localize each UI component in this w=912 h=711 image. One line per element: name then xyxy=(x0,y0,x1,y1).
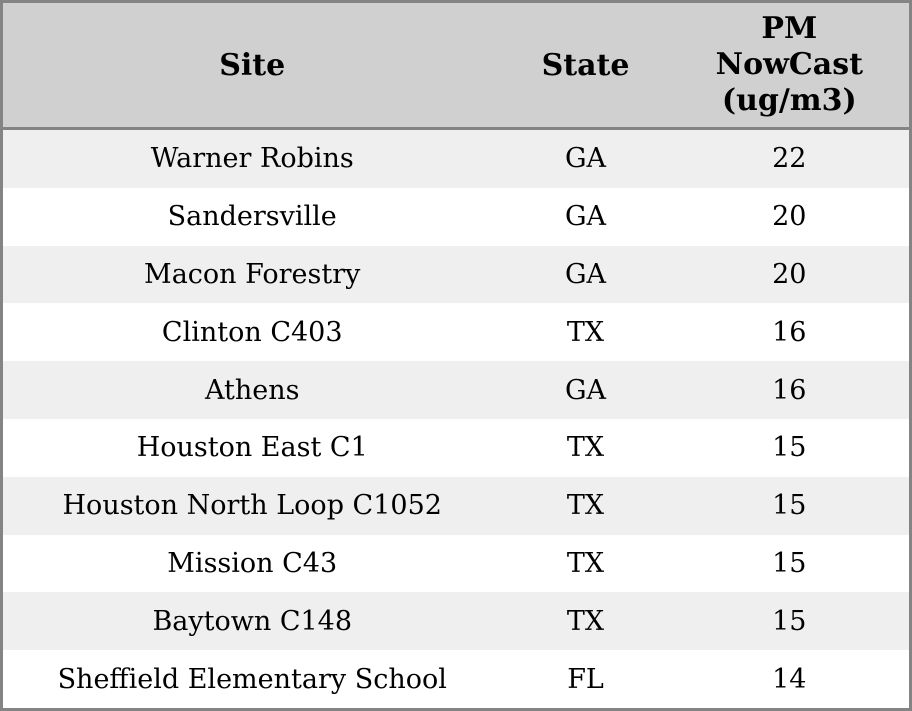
site-cell: Macon Forestry xyxy=(1,245,502,304)
pm-nowcast-header-line-2: NowCast xyxy=(715,47,863,82)
table-body: Warner Robins GA 22 Sandersville GA 20 Macon F… xyxy=(1,128,911,710)
site-cell: Mission C43 xyxy=(1,534,502,593)
state-cell: TX xyxy=(501,592,670,651)
state-cell: TX xyxy=(501,418,670,477)
pm-nowcast-header-line-3: (ug/m3) xyxy=(721,83,857,118)
pm-nowcast-cell: 14 xyxy=(669,650,911,710)
state-cell: TX xyxy=(501,303,670,362)
pm-nowcast-column-header: PM NowCast (ug/m3) xyxy=(669,1,911,130)
table-row: Sandersville GA 20 xyxy=(1,187,911,246)
site-cell: Sandersville xyxy=(1,187,502,246)
state-cell: TX xyxy=(501,534,670,593)
table-row: Mission C43 TX 15 xyxy=(1,534,911,593)
table-header: Site State PM NowCast (ug/m3) xyxy=(1,1,911,130)
state-column-header: State xyxy=(501,1,670,130)
table-row: Baytown C148 TX 15 xyxy=(1,592,911,651)
state-cell: GA xyxy=(501,361,670,419)
state-cell: FL xyxy=(501,650,670,710)
pm-nowcast-cell: 20 xyxy=(669,245,911,304)
site-cell: Clinton C403 xyxy=(1,303,502,362)
site-cell: Warner Robins xyxy=(1,128,502,188)
pm-nowcast-cell: 16 xyxy=(669,361,911,419)
pm-nowcast-cell: 22 xyxy=(669,128,911,188)
table-row: Houston North Loop C1052 TX 15 xyxy=(1,476,911,535)
state-cell: GA xyxy=(501,128,670,188)
pm-nowcast-cell: 16 xyxy=(669,303,911,362)
site-cell: Athens xyxy=(1,361,502,419)
state-cell: GA xyxy=(501,187,670,246)
header-row: Site State PM NowCast (ug/m3) xyxy=(1,1,911,130)
table-row: Warner Robins GA 22 xyxy=(1,128,911,188)
table-row: Clinton C403 TX 16 xyxy=(1,303,911,362)
table-row: Sheffield Elementary School FL 14 xyxy=(1,650,911,710)
pm-nowcast-cell: 20 xyxy=(669,187,911,246)
state-column-header-label: State xyxy=(541,47,630,83)
site-cell: Houston North Loop C1052 xyxy=(1,476,502,535)
site-cell: Sheffield Elementary School xyxy=(1,650,502,710)
state-cell: GA xyxy=(501,245,670,304)
site-cell: Baytown C148 xyxy=(1,592,502,651)
table-row: Houston East C1 TX 15 xyxy=(1,418,911,477)
table-row: Athens GA 16 xyxy=(1,361,911,419)
state-cell: TX xyxy=(501,476,670,535)
site-column-header: Site xyxy=(1,1,502,130)
pm-nowcast-cell: 15 xyxy=(669,534,911,593)
table-row: Macon Forestry GA 20 xyxy=(1,245,911,304)
site-cell: Houston East C1 xyxy=(1,418,502,477)
site-column-header-label: Site xyxy=(219,47,286,83)
pm-nowcast-cell: 15 xyxy=(669,476,911,535)
pm-nowcast-cell: 15 xyxy=(669,592,911,651)
pm-nowcast-cell: 15 xyxy=(669,418,911,477)
pm-nowcast-header-line-1: PM xyxy=(761,11,818,46)
